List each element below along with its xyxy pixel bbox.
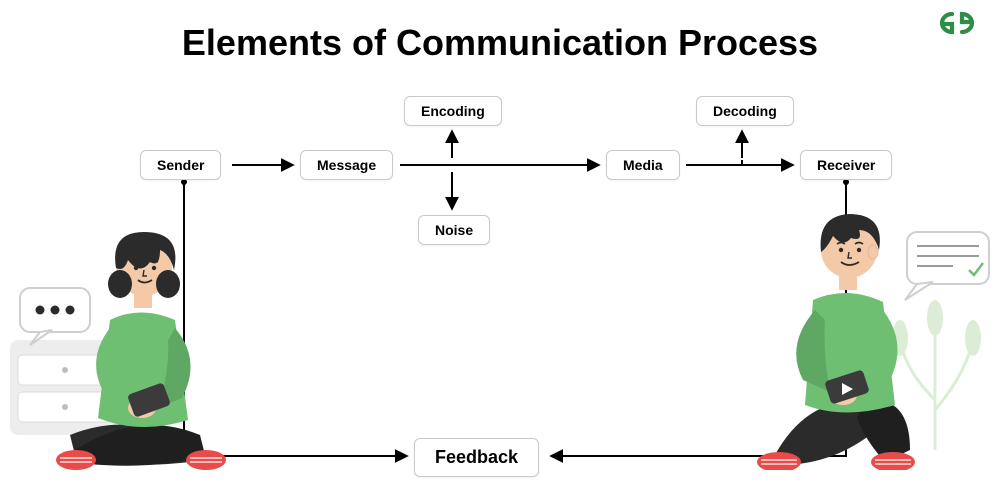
page-title: Elements of Communication Process — [0, 22, 1000, 64]
node-encoding: Encoding — [404, 96, 502, 126]
sender-illustration — [10, 210, 260, 475]
node-noise: Noise — [418, 215, 490, 245]
node-receiver: Receiver — [800, 150, 892, 180]
node-decoding: Decoding — [696, 96, 794, 126]
receiver-illustration — [735, 200, 995, 475]
node-message: Message — [300, 150, 393, 180]
typing-bubble-icon — [20, 288, 90, 345]
node-feedback: Feedback — [414, 438, 539, 477]
message-bubble-icon — [905, 232, 989, 300]
node-sender: Sender — [140, 150, 221, 180]
node-media: Media — [606, 150, 680, 180]
